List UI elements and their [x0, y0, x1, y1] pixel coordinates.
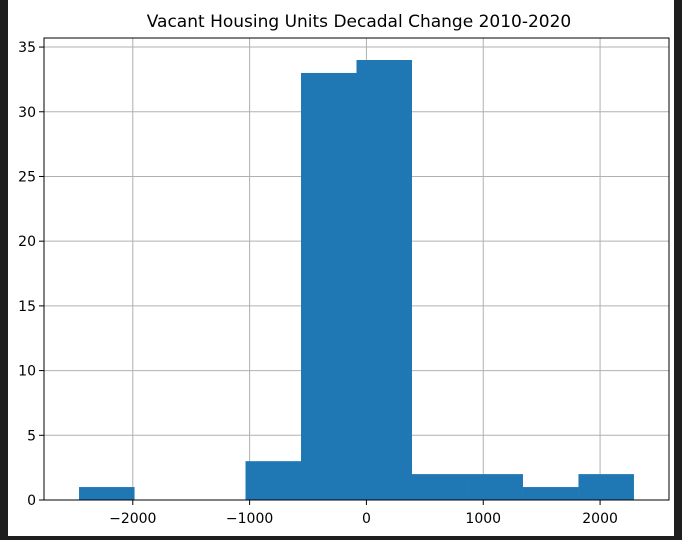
- x-tick-label: 2000: [582, 511, 618, 527]
- x-tick-label: −1000: [226, 511, 273, 527]
- y-tick-label: 25: [18, 169, 36, 185]
- histogram-bar: [79, 487, 135, 500]
- histogram-bar: [467, 474, 523, 500]
- x-tick-label: 0: [362, 511, 371, 527]
- y-tick-label: 15: [18, 299, 36, 315]
- axes-frame: [43, 37, 670, 501]
- histogram-bars: [79, 60, 634, 501]
- y-tick-label: 20: [18, 234, 36, 250]
- x-tick-label: 1000: [465, 511, 501, 527]
- histogram-bar: [245, 461, 302, 500]
- y-tick-label: 0: [27, 493, 36, 509]
- histogram-bar: [522, 487, 579, 500]
- window-edge-right: [674, 0, 682, 540]
- y-tick-label: 10: [18, 364, 36, 380]
- histogram-bar: [301, 72, 357, 501]
- window-edge-left: [0, 0, 8, 540]
- x-tick-label: −2000: [109, 511, 156, 527]
- y-tick-label: 35: [18, 40, 36, 56]
- histogram-bar: [411, 474, 468, 500]
- chart-title: Vacant Housing Units Decadal Change 2010…: [147, 12, 572, 32]
- y-axis-ticks: 0 5 10 15 20 25 30 35: [18, 40, 44, 509]
- x-axis-ticks: −2000 −1000 0 1000 2000: [109, 500, 618, 527]
- y-tick-label: 30: [18, 105, 36, 121]
- histogram-bar: [356, 60, 412, 500]
- y-tick-label: 5: [27, 428, 36, 444]
- window-edge-bottom: [0, 536, 682, 540]
- histogram-bar: [578, 474, 634, 500]
- plot-frame: [43, 37, 670, 501]
